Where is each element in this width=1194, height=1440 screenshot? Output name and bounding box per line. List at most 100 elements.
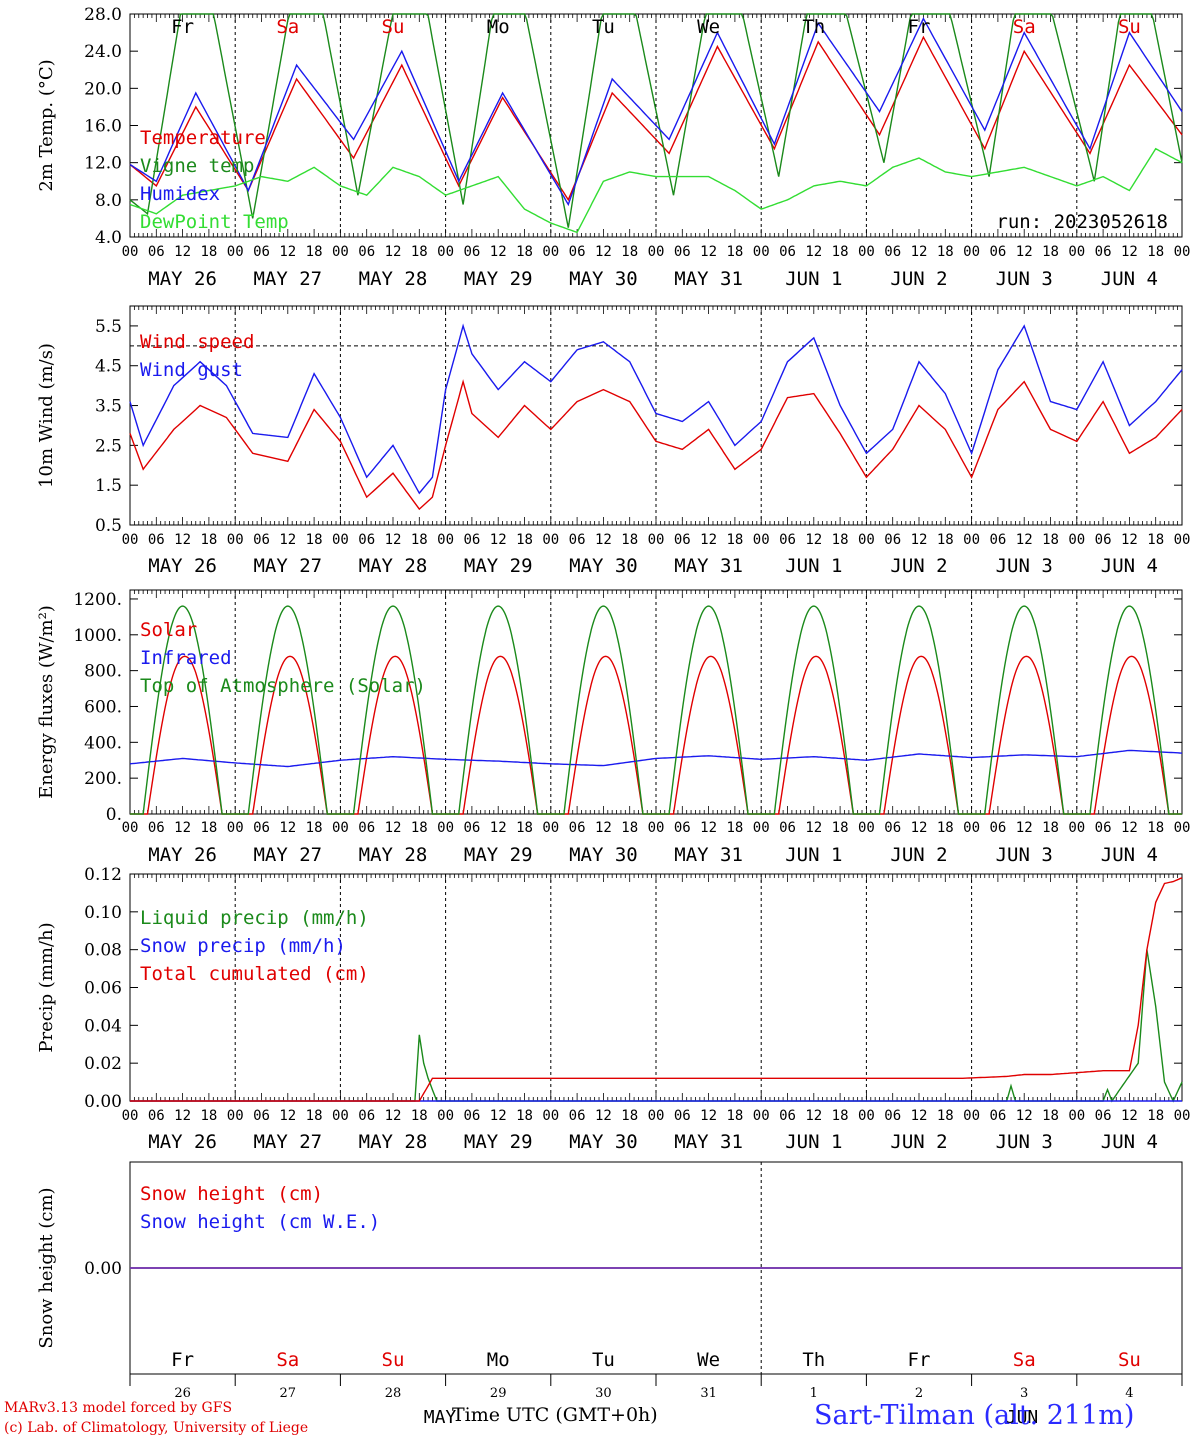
hour-tick-label: 18	[937, 532, 954, 548]
weekday-label: Su	[382, 16, 405, 38]
hour-tick-label: 12	[385, 1108, 402, 1124]
date-label: MAY 26	[148, 268, 217, 290]
hour-tick-label: 06	[1095, 244, 1112, 260]
panel-2	[129, 305, 1183, 526]
hour-tick-label: 00	[542, 244, 559, 260]
weekday-label: Sa	[276, 16, 299, 38]
date-label: JUN 1	[785, 844, 842, 866]
weekday-label: Mo	[487, 16, 510, 38]
hour-tick-label: 06	[884, 532, 901, 548]
hour-tick-label: 00	[1174, 532, 1191, 548]
hour-tick-label: 00	[1068, 532, 1085, 548]
date-label: JUN 2	[890, 555, 947, 577]
hour-tick-label: 06	[989, 244, 1006, 260]
date-label: MAY 29	[464, 555, 533, 577]
y-tick-label: 400.	[84, 733, 122, 753]
hour-tick-label: 18	[306, 1108, 323, 1124]
y-tick-label: 4.0	[95, 228, 122, 248]
hour-tick-label: 18	[200, 244, 217, 260]
date-label: JUN 4	[1101, 555, 1158, 577]
hour-tick-label: 18	[516, 1108, 533, 1124]
month-label: MAY	[424, 1407, 457, 1428]
series-temperature	[129, 35, 1183, 202]
date-label: MAY 29	[464, 268, 533, 290]
panel-frame	[129, 589, 1183, 815]
weekday-label: Su	[1118, 16, 1141, 38]
hour-tick-label: 12	[911, 820, 928, 836]
hour-tick-label: 06	[674, 820, 691, 836]
hour-tick-label: 18	[516, 820, 533, 836]
date-label: JUN 3	[996, 1131, 1053, 1153]
date-label: JUN 3	[996, 555, 1053, 577]
hour-tick-label: 00	[437, 244, 454, 260]
hour-tick-label: 00	[648, 532, 665, 548]
legend-entry: Top of Atmosphere (Solar)	[140, 675, 426, 697]
hour-tick-label: 00	[227, 1108, 244, 1124]
hour-tick-label: 18	[832, 244, 849, 260]
hour-tick-label: 06	[989, 532, 1006, 548]
hour-tick-label: 00	[648, 820, 665, 836]
legend-entry: Total cumulated (cm)	[140, 963, 369, 985]
hour-tick-label: 12	[1121, 244, 1138, 260]
hour-tick-label: 06	[358, 532, 375, 548]
hour-tick-label: 12	[174, 1108, 191, 1124]
hour-tick-label: 12	[700, 820, 717, 836]
legend-entry: Wind gust	[140, 359, 243, 381]
y-tick-label: 2.5	[95, 436, 122, 456]
hour-tick-label: 06	[148, 244, 165, 260]
hour-tick-label: 06	[884, 244, 901, 260]
y-tick-label: 0.06	[84, 979, 122, 999]
hour-tick-label: 00	[1174, 244, 1191, 260]
hour-tick-label: 00	[753, 1108, 770, 1124]
weekday-label: Tu	[592, 16, 615, 38]
hour-tick-label: 18	[832, 532, 849, 548]
hour-tick-label: 12	[911, 532, 928, 548]
hour-tick-label: 00	[332, 820, 349, 836]
hour-tick-label: 18	[1147, 1108, 1164, 1124]
y-tick-label: 0.04	[84, 1016, 122, 1036]
weekday-label: Sa	[1013, 16, 1036, 38]
station-label: Sart-Tilman (alt. 211m)	[814, 1400, 1135, 1431]
date-label: JUN 1	[785, 555, 842, 577]
hour-tick-label: 00	[332, 1108, 349, 1124]
hour-tick-label: 18	[1042, 532, 1059, 548]
hour-tick-label: 00	[122, 532, 139, 548]
hour-tick-label: 18	[621, 244, 638, 260]
hour-tick-label: 12	[1016, 820, 1033, 836]
day-number: 31	[700, 1386, 717, 1401]
month-label: JUN	[1006, 1407, 1039, 1428]
series-wind-speed	[129, 379, 1183, 511]
hour-tick-label: 12	[911, 244, 928, 260]
hour-tick-label: 00	[437, 532, 454, 548]
hour-tick-label: 00	[1068, 244, 1085, 260]
hour-tick-label: 06	[779, 820, 796, 836]
hour-tick-label: 12	[700, 244, 717, 260]
y-tick-label: 0.00	[84, 1092, 122, 1112]
y-tick-label: 600.	[84, 697, 122, 717]
date-label: JUN 4	[1101, 268, 1158, 290]
legend-entry: Liquid precip (mm/h)	[140, 907, 369, 929]
hour-tick-label: 12	[1016, 244, 1033, 260]
hour-tick-label: 12	[700, 1108, 717, 1124]
panel-1	[129, 13, 1183, 238]
hour-tick-label: 18	[1147, 820, 1164, 836]
hour-tick-label: 12	[174, 532, 191, 548]
y-tick-label: 5.5	[95, 317, 122, 337]
y-tick-label: 1200.	[73, 590, 122, 610]
series-total-cumulated-cm-	[130, 877, 1183, 1102]
hour-tick-label: 00	[753, 820, 770, 836]
hour-tick-label: 18	[516, 244, 533, 260]
hour-tick-label: 06	[884, 1108, 901, 1124]
hour-tick-label: 18	[1042, 244, 1059, 260]
day-number: 30	[595, 1386, 612, 1401]
day-number: 1	[810, 1386, 818, 1401]
legend-entry: Vigne temp	[140, 155, 254, 177]
weekday-label: Fr	[171, 1349, 194, 1371]
weekday-label: Mo	[487, 1349, 510, 1371]
hour-tick-label: 00	[542, 1108, 559, 1124]
hour-tick-label: 18	[411, 532, 428, 548]
date-label: JUN 2	[890, 844, 947, 866]
legend-entry: Humidex	[140, 183, 220, 205]
hour-tick-label: 12	[385, 244, 402, 260]
hour-tick-label: 00	[1174, 1108, 1191, 1124]
